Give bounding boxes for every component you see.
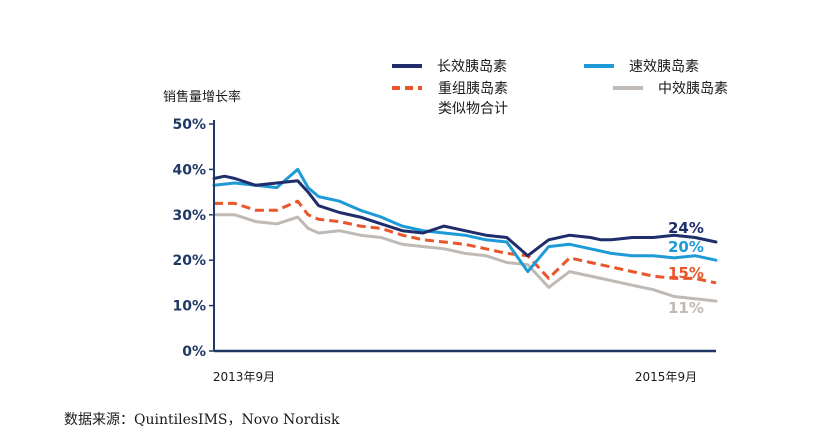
x-ticks: 2013年9月 2015年9月	[213, 370, 697, 384]
y-tick-label: 0%	[182, 344, 206, 360]
y-tick-label: 10%	[172, 299, 206, 315]
y-tick-label: 50%	[172, 117, 206, 133]
series-end-label: 15%	[668, 264, 704, 282]
legend-label: 重组胰岛素	[438, 81, 508, 97]
series-end-label: 24%	[668, 219, 704, 237]
series-line-0	[212, 174, 718, 258]
y-ticks: 0% 10% 20% 30% 40% 50%	[172, 117, 214, 360]
series-end-label: 20%	[668, 238, 704, 256]
series-line-2	[214, 199, 717, 285]
series-line-1	[212, 167, 718, 274]
series-line-3	[212, 213, 718, 303]
axes	[213, 120, 716, 353]
legend-label: 类似物合计	[438, 101, 508, 117]
x-tick-label: 2015年9月	[635, 370, 697, 384]
end-labels: 24%20% 15% 11%	[668, 219, 704, 317]
y-tick-label: 40%	[172, 162, 206, 178]
source-note: 数据来源：QuintilesIMS，Novo Nordisk	[64, 412, 340, 428]
series-end-label: 11%	[668, 299, 704, 317]
legend-label: 中效胰岛素	[658, 81, 728, 97]
y-tick-label: 30%	[172, 208, 206, 224]
series-lines	[212, 167, 718, 303]
y-axis-label: 销售量增长率	[163, 89, 241, 105]
y-tick-label: 20%	[172, 253, 206, 269]
legend-label: 速效胰岛素	[629, 59, 699, 75]
legend-label: 长效胰岛素	[437, 59, 507, 75]
x-tick-label: 2013年9月	[213, 370, 275, 384]
